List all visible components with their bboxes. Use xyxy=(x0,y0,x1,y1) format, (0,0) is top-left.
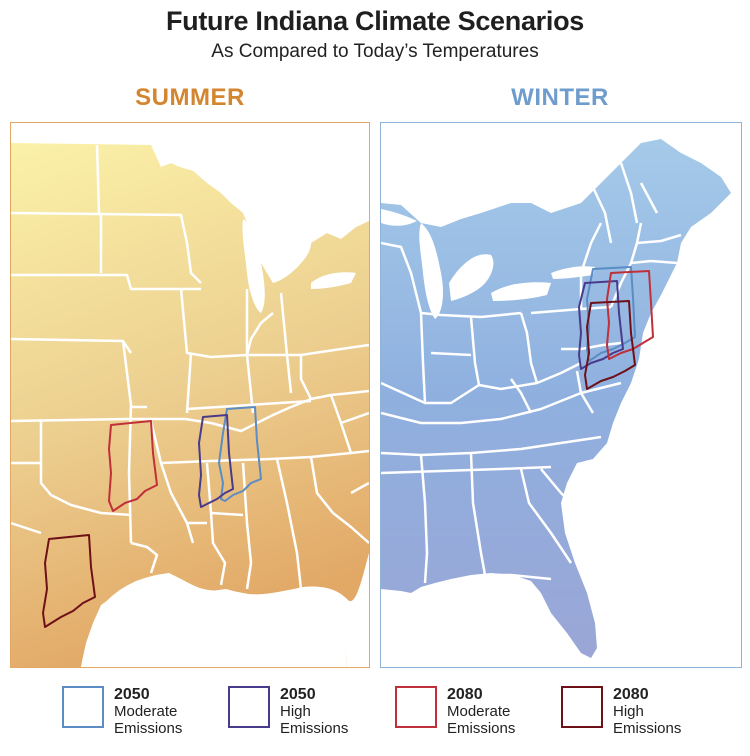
winter-2080-high-outline xyxy=(584,300,636,390)
lake-michigan xyxy=(242,219,265,313)
legend-swatch xyxy=(62,686,104,728)
winter-map xyxy=(381,139,731,658)
legend-swatch xyxy=(561,686,603,728)
summer-2050-high-outline xyxy=(198,414,234,508)
summer-2050-moderate-outline xyxy=(218,406,262,502)
page-subtitle: As Compared to Today’s Temperatures xyxy=(211,41,539,62)
legend-swatch xyxy=(228,686,270,728)
legend-emissions: Emissions xyxy=(114,720,183,737)
winter-indiana-outlines xyxy=(578,266,654,390)
legend-scenario: Moderate xyxy=(114,703,178,720)
summer-heading: SUMMER xyxy=(135,84,245,111)
summer-2080-high-outline xyxy=(42,534,96,628)
legend-swatch xyxy=(395,686,437,728)
winter-2050-high-outline xyxy=(578,280,624,370)
legend-emissions: Emissions xyxy=(447,720,516,737)
legend-year: 2050 xyxy=(280,686,316,703)
summer-indiana-outlines xyxy=(42,406,262,628)
legend-year: 2080 xyxy=(613,686,649,703)
winter-state-borders xyxy=(381,162,682,584)
summer-2080-moderate-outline xyxy=(108,420,158,512)
summer-map-panel xyxy=(10,122,370,668)
winter-land xyxy=(381,139,731,658)
legend-year: 2080 xyxy=(447,686,483,703)
legend-emissions: Emissions xyxy=(280,720,349,737)
winter-map-panel xyxy=(380,122,742,668)
page-title: Future Indiana Climate Scenarios xyxy=(165,6,584,36)
legend-scenario: Moderate xyxy=(447,703,511,720)
winter-heading: WINTER xyxy=(511,84,609,111)
winter-lake-michigan xyxy=(419,223,443,319)
legend-year: 2050 xyxy=(114,686,150,703)
legend-scenario: High xyxy=(613,703,644,720)
summer-state-borders xyxy=(11,144,369,590)
legend-scenario: High xyxy=(280,703,311,720)
winter-2080-moderate-outline xyxy=(606,270,654,360)
summer-map xyxy=(11,143,369,667)
legend-emissions: Emissions xyxy=(613,720,682,737)
